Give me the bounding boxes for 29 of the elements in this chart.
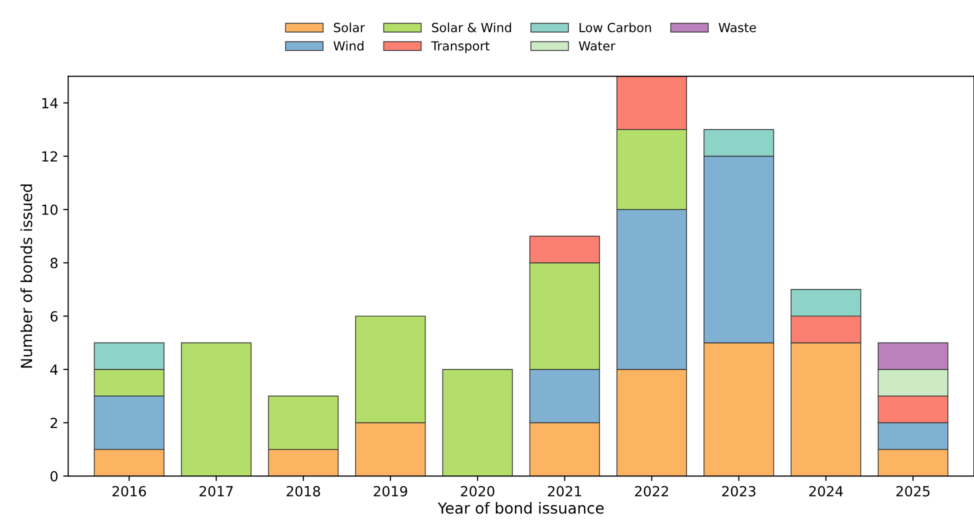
- x-tick-label: 2019: [374, 486, 408, 497]
- legend-label: Solar: [334, 22, 365, 32]
- y-tick-label: 2: [50, 418, 58, 428]
- y-tick-label: 10: [42, 204, 58, 215]
- x-axis-title: Year of bond issuance: [438, 502, 604, 514]
- legend-label: Water: [578, 41, 616, 51]
- legend-label: Waste: [718, 22, 756, 32]
- x-tick-label: 2024: [809, 486, 843, 497]
- y-axis-title: Number of bonds issued: [20, 184, 32, 368]
- bar: [180, 342, 252, 476]
- y-tick-label: 8: [50, 258, 58, 268]
- x-tick-label: 2022: [635, 486, 668, 497]
- y-tick-label: 0: [50, 471, 58, 482]
- bar: [442, 369, 513, 476]
- legend-label: Transport: [431, 41, 490, 54]
- x-tick-label: 2023: [722, 486, 756, 497]
- y-tick-label: 14: [42, 98, 58, 108]
- legend-label: Low Carbon: [580, 22, 651, 32]
- x-tick-label: 2017: [200, 486, 233, 497]
- legend-label: Wind: [334, 40, 364, 51]
- legend-label: Solar & Wind: [432, 22, 512, 32]
- x-tick-label: 2021: [548, 486, 582, 497]
- x-tick-label: 2016: [112, 486, 146, 497]
- y-tick-label: 4: [50, 364, 58, 375]
- y-tick-label: 6: [50, 311, 58, 322]
- x-tick-label: 2020: [460, 486, 494, 497]
- x-tick-label: 2025: [896, 486, 930, 497]
- x-tick-label: 2018: [286, 486, 320, 497]
- y-tick-label: 12: [42, 151, 58, 162]
